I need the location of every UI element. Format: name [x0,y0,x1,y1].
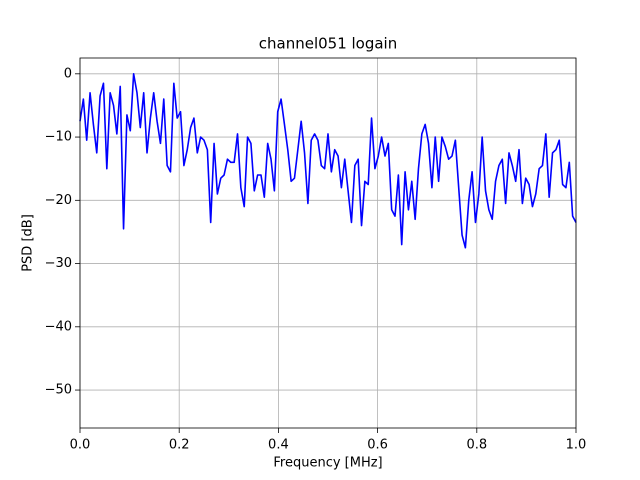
axes-frame [79,57,577,429]
x-tick-label: 0.0 [70,438,91,453]
y-tick-label: 0 [64,66,72,81]
data-line [79,73,577,249]
y-tick-label: −10 [45,130,72,145]
y-tick-label: −50 [45,383,72,398]
y-tick-label: −20 [45,193,72,208]
x-tick-label: 1.0 [566,438,587,453]
x-axis-label: Frequency [MHz] [273,456,382,471]
x-tick-label: 0.4 [268,438,289,453]
chart-title: channel051 logain [259,35,398,53]
x-tick-label: 0.6 [367,438,388,453]
x-tick-label: 0.8 [466,438,487,453]
y-axis-label: PSD [dB] [21,214,36,272]
x-tick-label: 0.2 [169,438,190,453]
y-tick-label: −30 [45,256,72,271]
y-tick-label: −40 [45,319,72,334]
